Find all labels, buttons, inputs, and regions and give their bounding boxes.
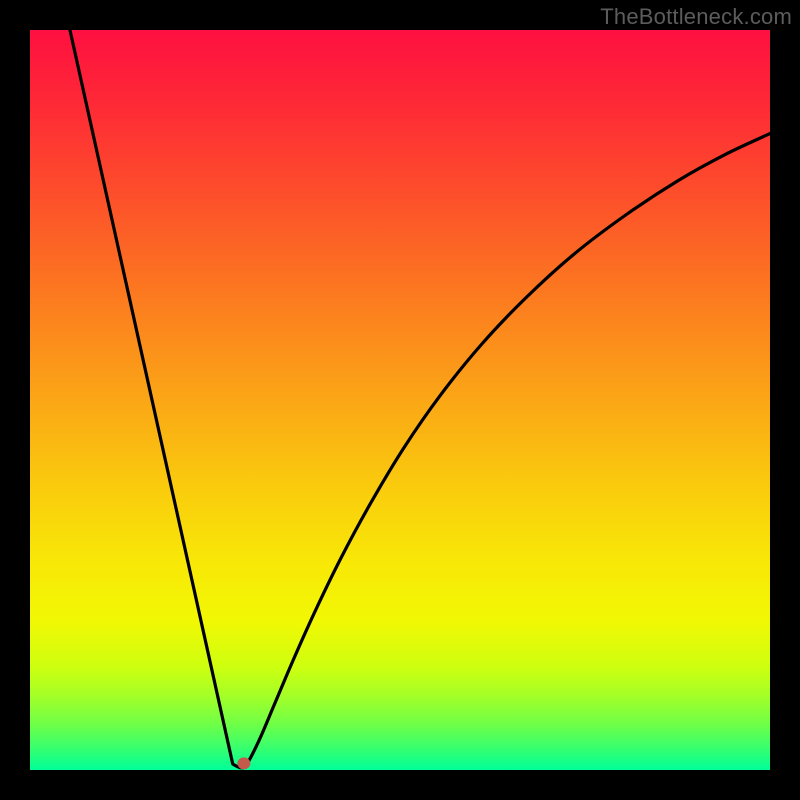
chart-svg [0,0,800,800]
stage: TheBottleneck.com [0,0,800,800]
minimum-marker-dot [237,757,250,769]
plot-background [30,30,770,770]
